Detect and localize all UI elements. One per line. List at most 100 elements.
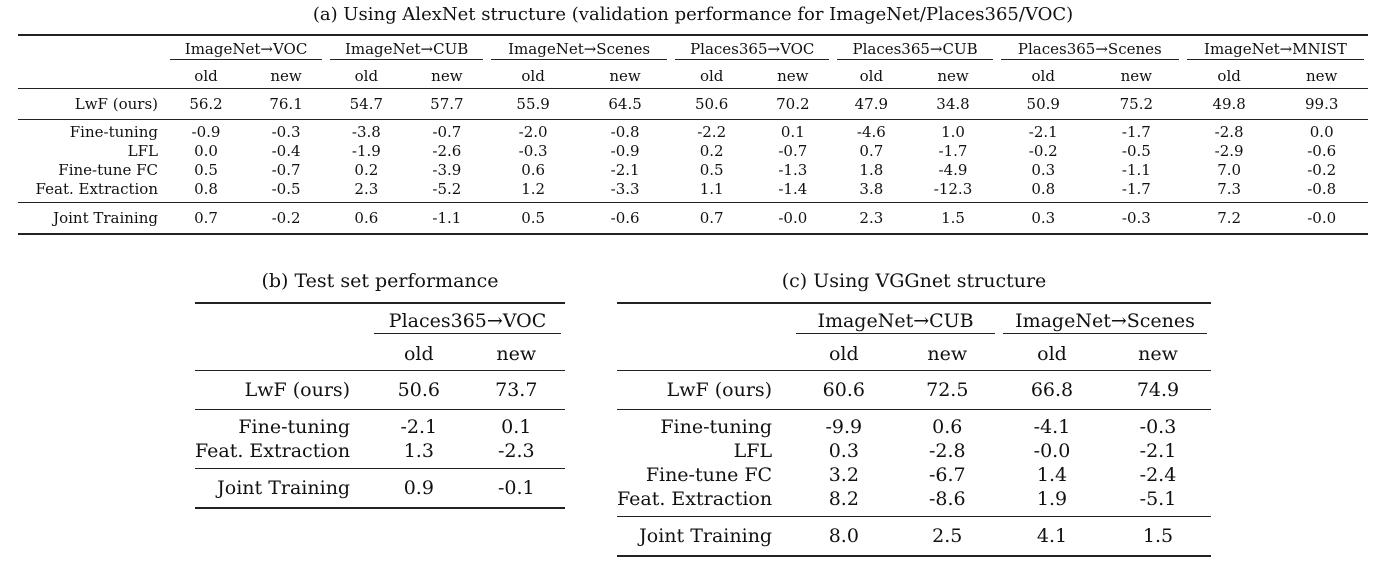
- table-c-cell: 1.9: [999, 487, 1105, 517]
- table-a-row-label: Feat. Extraction: [18, 180, 166, 203]
- table-a-cell: 0.7: [833, 142, 909, 161]
- table-a-sub-header-old: old: [166, 64, 246, 89]
- table-b-cell: 1.3: [370, 439, 467, 469]
- table-a-cell: 0.0: [1275, 120, 1368, 143]
- table-a-group-header-underline: Places365→VOC: [675, 40, 829, 60]
- table-c-row-label: LFL: [617, 439, 792, 463]
- table-a-cell: -3.8: [326, 120, 407, 143]
- table-c-cell: -0.3: [1105, 410, 1211, 440]
- table-a-sub-header-new: new: [909, 64, 996, 89]
- table-a-sub-header-new: new: [579, 64, 671, 89]
- table-c-cell: -2.1: [1105, 439, 1211, 463]
- table-b-row-label: LwF (ours): [195, 371, 370, 410]
- table-b-cell: 0.9: [370, 469, 467, 509]
- table-b-cell: 50.6: [370, 371, 467, 410]
- table-c-cell: -4.1: [999, 410, 1105, 440]
- table-a-cell: -4.6: [833, 120, 909, 143]
- table-b-cell: -2.3: [468, 439, 565, 469]
- table-a-cell: -0.6: [1275, 142, 1368, 161]
- table-c-group-header-underline: ImageNet→CUB: [796, 309, 995, 334]
- table-c-cell: 4.1: [999, 517, 1105, 557]
- table-a-cell: -1.9: [326, 142, 407, 161]
- table-a-cell: 3.8: [833, 180, 909, 203]
- table-c-row: Fine-tune FC 3.2 -6.7 1.4 -2.4: [617, 463, 1211, 487]
- table-a-cell: -5.2: [407, 180, 488, 203]
- table-a-cell: -1.3: [752, 161, 833, 180]
- table-a-cell: -0.9: [579, 142, 671, 161]
- table-a-cell: 1.2: [487, 180, 579, 203]
- table-a-sub-header-old: old: [1183, 64, 1276, 89]
- table-c-sub-header-old: old: [792, 338, 895, 371]
- table-c-corner-cell: [617, 303, 792, 338]
- table-a-row-label: LFL: [18, 142, 166, 161]
- table-c-cell: -0.0: [999, 439, 1105, 463]
- table-a-cell: -1.7: [1090, 180, 1183, 203]
- table-a-cell: 1.0: [909, 120, 996, 143]
- table-c-row: Fine-tuning -9.9 0.6 -4.1 -0.3: [617, 410, 1211, 440]
- table-a-cell: -4.9: [909, 161, 996, 180]
- table-a-cell: -0.5: [1090, 142, 1183, 161]
- table-a-group-header: Places365→Scenes: [997, 35, 1183, 64]
- table-a-cell: -2.2: [671, 120, 752, 143]
- table-a-cell: -0.7: [407, 120, 488, 143]
- table-a-cell: 70.2: [752, 89, 833, 120]
- table-a-sub-header-old: old: [487, 64, 579, 89]
- table-a-header-sub: old new old new old new old new old new old new old n…: [18, 64, 1368, 89]
- table-a-cell: -1.1: [407, 203, 488, 235]
- table-a-cell: -0.8: [579, 120, 671, 143]
- table-a-cell: -3.9: [407, 161, 488, 180]
- table-b-row-label: Joint Training: [195, 469, 370, 509]
- table-a-cell: 0.2: [671, 142, 752, 161]
- table-c-cell: -2.4: [1105, 463, 1211, 487]
- table-a-sub-header-old: old: [326, 64, 407, 89]
- table-a-cell: 2.3: [833, 203, 909, 235]
- table-c-group-header: ImageNet→CUB: [792, 303, 999, 338]
- table-c-cell: 0.3: [792, 439, 895, 463]
- table-a-cell: -0.0: [1275, 203, 1368, 235]
- table-a-group-header-underline: Places365→Scenes: [1001, 40, 1179, 60]
- table-a-cell: 57.7: [407, 89, 488, 120]
- table-a-row: Joint Training 0.7 -0.2 0.6 -1.1 0.5 -0.6 0.7 -0…: [18, 203, 1368, 235]
- table-a-group-header: ImageNet→CUB: [326, 35, 487, 64]
- table-c-header-groups: ImageNet→CUB ImageNet→Scenes: [617, 303, 1211, 338]
- table-a-cell: 0.6: [487, 161, 579, 180]
- table-a-cell: 99.3: [1275, 89, 1368, 120]
- table-a-cell: 7.3: [1183, 180, 1276, 203]
- table-a-row-label: Fine-tuning: [18, 120, 166, 143]
- table-c-cell: -6.7: [896, 463, 999, 487]
- table-a-cell: 50.9: [997, 89, 1090, 120]
- table-b-row-label: Feat. Extraction: [195, 439, 370, 469]
- table-b-row: Joint Training 0.9 -0.1: [195, 469, 565, 509]
- table-a-row: Fine-tune FC 0.5 -0.7 0.2 -3.9 0.6 -2.1 0.5 -1.3…: [18, 161, 1368, 180]
- table-a-group-header-underline: Places365→CUB: [837, 40, 992, 60]
- table-a-cell: 34.8: [909, 89, 996, 120]
- table-a-row: LwF (ours) 56.2 76.1 54.7 57.7 55.9 64.5 50.6 70…: [18, 89, 1368, 120]
- table-a-cell: -2.8: [1183, 120, 1276, 143]
- table-a-cell: -2.1: [997, 120, 1090, 143]
- table-a-cell: -0.2: [246, 203, 326, 235]
- table-c-cell: -8.6: [896, 487, 999, 517]
- table-c-sub-header-new: new: [1105, 338, 1211, 371]
- table-a-sub-header-new: new: [1090, 64, 1183, 89]
- table-a-cell: -0.7: [752, 142, 833, 161]
- table-c-row: Joint Training 8.0 2.5 4.1 1.5: [617, 517, 1211, 557]
- table-a-group-header-underline: ImageNet→Scenes: [491, 40, 667, 60]
- table-a-group-header: ImageNet→MNIST: [1183, 35, 1368, 64]
- table-c-corner-cell: [617, 338, 792, 371]
- table-b-header-sub: old new: [195, 338, 565, 371]
- table-c-row-label: Fine-tune FC: [617, 463, 792, 487]
- table-c-cell: 72.5: [896, 371, 999, 410]
- table-a-cell: 54.7: [326, 89, 407, 120]
- table-a-cell: -1.7: [1090, 120, 1183, 143]
- table-b-group-header-underline: Places365→VOC: [374, 309, 561, 334]
- table-a-header-groups: ImageNet→VOC ImageNet→CUB ImageNet→Scenes P…: [18, 35, 1368, 64]
- table-a-cell: 47.9: [833, 89, 909, 120]
- table-c-row: LwF (ours) 60.6 72.5 66.8 74.9: [617, 371, 1211, 410]
- table-a-cell: 0.2: [326, 161, 407, 180]
- table-c-block: (c) Using VGGnet structure ImageNet→CUB I…: [617, 268, 1211, 557]
- table-a-cell: 56.2: [166, 89, 246, 120]
- table-a-cell: 0.7: [671, 203, 752, 235]
- table-a-corner-cell: [18, 35, 166, 64]
- table-b-row: LwF (ours) 50.6 73.7: [195, 371, 565, 410]
- table-a-cell: 2.3: [326, 180, 407, 203]
